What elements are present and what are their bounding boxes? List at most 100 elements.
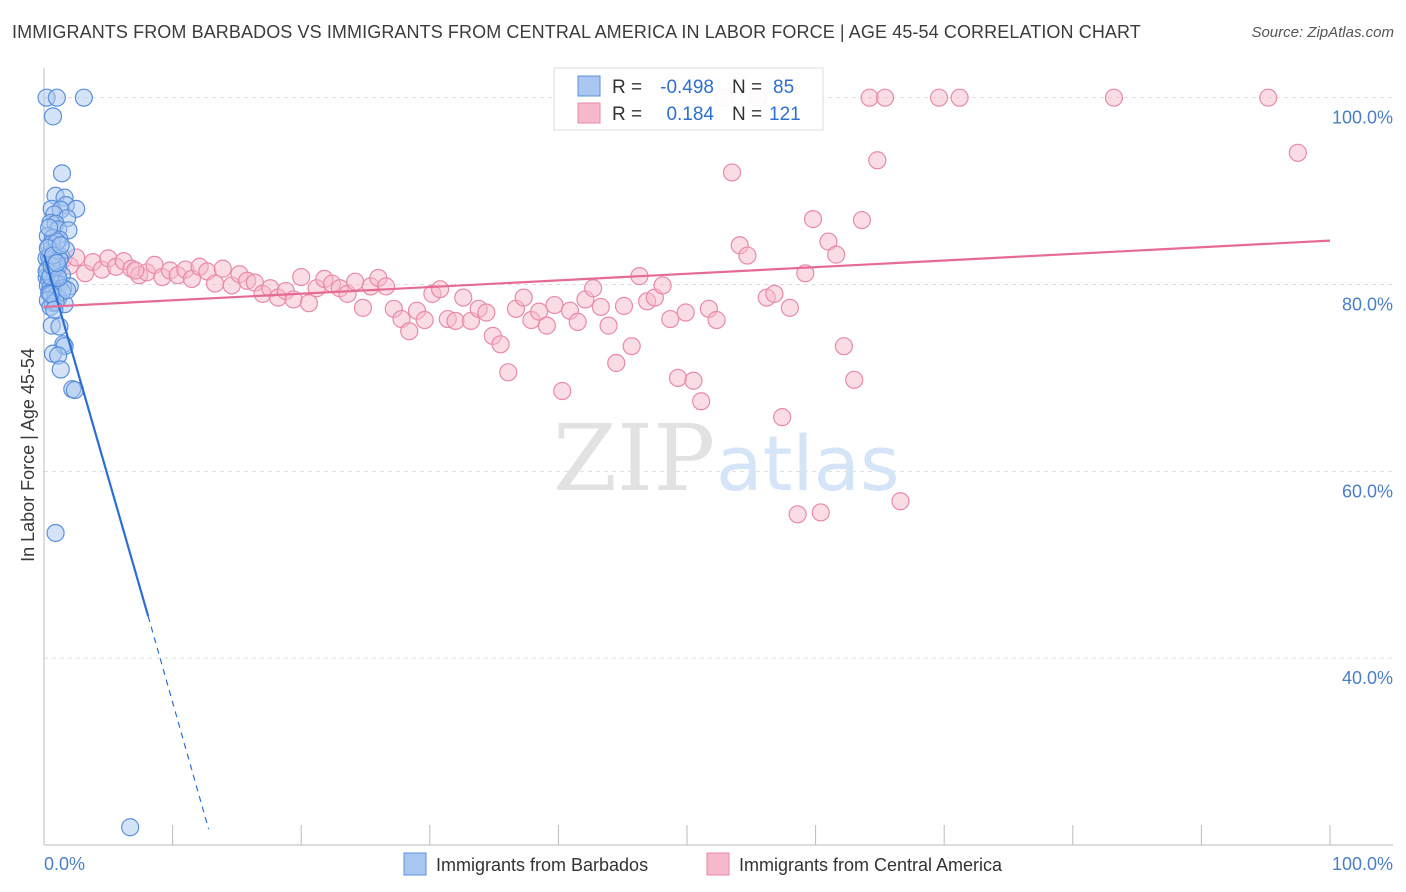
- central-america-point: [430, 280, 450, 299]
- central-america-point: [568, 312, 587, 331]
- central-america-point: [803, 210, 823, 229]
- central-america-point: [653, 276, 672, 295]
- central-america-point: [553, 381, 572, 401]
- stats-box: R = -0.498 N = 85 R = 0.184 N = 121: [553, 67, 824, 131]
- stats-swatch-pink: [577, 102, 601, 124]
- central-america-point: [845, 370, 864, 389]
- central-america-point: [446, 311, 465, 331]
- x-tick-label-max: 100.0%: [1332, 854, 1393, 874]
- central-america-point: [1259, 88, 1278, 107]
- barbados-point: [51, 236, 70, 255]
- series-central-america-points: [41, 88, 1307, 524]
- watermark-zip: ZIP: [553, 405, 715, 512]
- trend-lines: [42, 239, 1331, 830]
- chart-title: IMMIGRANTS FROM BARBADOS VS IMMIGRANTS F…: [12, 22, 1141, 42]
- central-america-point: [514, 288, 533, 307]
- central-america-point: [292, 267, 311, 287]
- central-america-point: [765, 284, 784, 303]
- central-america-point: [875, 88, 895, 107]
- y-tick-label: 40.0%: [1342, 668, 1393, 688]
- y-tick-label: 80.0%: [1342, 295, 1393, 315]
- central-america-point: [852, 210, 871, 230]
- legend-swatch-barbados: [403, 852, 427, 876]
- barbados-point: [121, 818, 140, 837]
- central-america-point: [661, 309, 680, 329]
- watermark: ZIP atlas: [553, 405, 900, 512]
- central-america-point: [827, 245, 846, 264]
- central-america-point: [692, 392, 711, 411]
- axis-layer: [43, 68, 1393, 846]
- barbados-point: [51, 360, 70, 379]
- central-america-point: [499, 363, 518, 382]
- central-america-point: [860, 88, 879, 107]
- legend-label-central-america: Immigrants from Central America: [739, 855, 1003, 875]
- central-america-point: [299, 294, 319, 313]
- central-america-point: [491, 335, 510, 354]
- legend-swatch-central-america: [706, 852, 730, 876]
- stats-n-label-1: N =: [732, 77, 762, 98]
- central-america-point: [950, 88, 969, 107]
- stats-n-label-2: N =: [732, 104, 762, 125]
- barbados-point: [46, 523, 65, 543]
- stats-n-value-1: 85: [773, 77, 794, 98]
- central-america-point: [1104, 88, 1124, 107]
- y-tick-labels: 40.0% 60.0% 80.0% 100.0%: [1332, 108, 1393, 688]
- stats-swatch-blue: [577, 75, 601, 97]
- stats-r-label-2: R =: [612, 104, 642, 125]
- barbados-point: [74, 88, 93, 107]
- central-america-point: [668, 368, 688, 388]
- central-america-point: [796, 264, 815, 283]
- central-america-point: [346, 272, 365, 291]
- central-america-point: [400, 322, 419, 341]
- central-america-point: [868, 151, 887, 170]
- central-america-point: [929, 88, 949, 107]
- stats-n-value-2: 121: [769, 104, 801, 125]
- y-tick-label: 100.0%: [1332, 108, 1393, 128]
- y-tick-label: 60.0%: [1342, 481, 1393, 501]
- central-america-point: [773, 408, 792, 427]
- central-america-point: [584, 279, 603, 298]
- central-america-point: [614, 296, 634, 316]
- stats-r-value-2: 0.184: [666, 104, 714, 125]
- central-america-point: [811, 503, 830, 522]
- barbados-point: [40, 218, 59, 237]
- stats-r-label-1: R =: [612, 77, 642, 98]
- central-america-point: [707, 310, 726, 330]
- legend-label-barbados: Immigrants from Barbados: [436, 855, 648, 875]
- central-america-point: [738, 246, 757, 265]
- central-america-point: [1288, 143, 1307, 162]
- central-america-point: [834, 337, 853, 356]
- central-america-point: [891, 492, 910, 511]
- watermark-atlas: atlas: [716, 419, 900, 508]
- central-america-point: [676, 303, 695, 322]
- series-barbados-points: [37, 88, 140, 837]
- central-america-point: [780, 298, 799, 317]
- barbados-point: [47, 253, 66, 273]
- legend: Immigrants from Barbados Immigrants from…: [403, 852, 1003, 876]
- central-america-point: [684, 371, 703, 390]
- central-america-point: [537, 316, 556, 335]
- central-america-point: [545, 295, 564, 315]
- central-america-point: [126, 261, 145, 280]
- barbados-trend-extension: [147, 615, 210, 830]
- barbados-point: [43, 107, 63, 126]
- central-america-point: [376, 277, 396, 296]
- central-america-point: [591, 297, 610, 317]
- central-america-point: [530, 302, 549, 321]
- central-america-trend-line: [43, 239, 1331, 309]
- x-tick-label-min: 0.0%: [44, 854, 85, 874]
- central-america-point: [788, 505, 807, 524]
- central-america-point: [213, 259, 232, 278]
- central-america-point: [205, 274, 225, 293]
- barbados-point: [47, 88, 66, 107]
- central-america-point: [722, 163, 742, 182]
- central-america-point: [477, 303, 496, 322]
- central-america-point: [415, 310, 434, 330]
- barbados-trend-line: [42, 254, 150, 617]
- chart-source: Source: ZipAtlas.com: [1251, 24, 1394, 41]
- y-axis-label: In Labor Force | Age 45-54: [18, 348, 38, 562]
- central-america-point: [607, 353, 626, 373]
- barbados-point: [52, 164, 72, 183]
- central-america-point: [622, 337, 641, 356]
